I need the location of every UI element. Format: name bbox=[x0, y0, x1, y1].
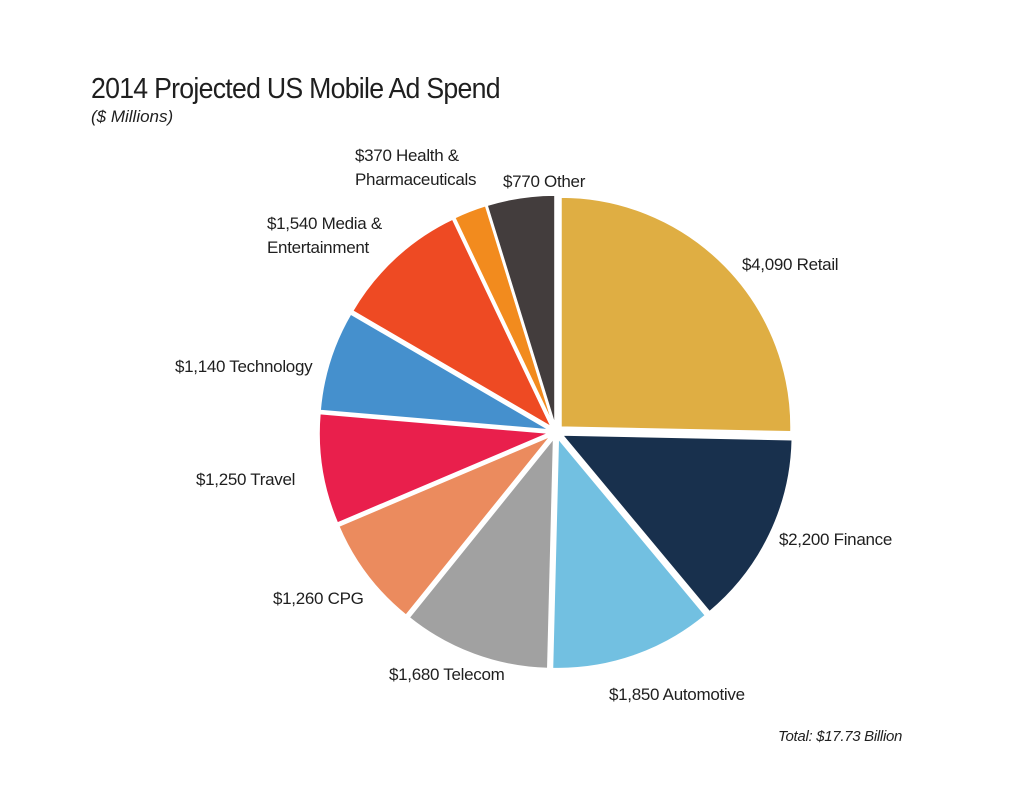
label-health-pharmaceuticals-line-2: Pharmaceuticals bbox=[355, 170, 477, 189]
pie-slice-travel bbox=[318, 412, 550, 524]
pie-slice-retail bbox=[560, 196, 792, 433]
label-media-entertainment-line-2: Entertainment bbox=[267, 238, 369, 257]
pie-slice-other bbox=[486, 194, 556, 426]
total-note: Total: $17.73 Billion bbox=[778, 728, 903, 745]
label-health-pharmaceuticals-line-1: $370 Health & bbox=[355, 146, 459, 165]
label-health-pharmaceuticals: $370 Health & Pharmaceuticals bbox=[355, 144, 476, 192]
pie-slice-health-pharmaceuticals bbox=[454, 204, 555, 427]
label-media-entertainment-line-1: $1,540 Media & bbox=[267, 214, 382, 233]
pie-slice-finance bbox=[561, 434, 794, 613]
pie-slice-media-entertainment bbox=[351, 218, 553, 428]
label-travel: $1,250 Travel bbox=[196, 470, 296, 489]
label-technology: $1,140 Technology bbox=[175, 357, 313, 376]
label-finance: $2,200 Finance bbox=[779, 530, 892, 549]
chart-title: 2014 Projected US Mobile Ad Spend bbox=[91, 73, 501, 105]
label-automotive: $1,850 Automotive bbox=[609, 685, 745, 704]
label-cpg: $1,260 CPG bbox=[273, 589, 364, 608]
label-retail: $4,090 Retail bbox=[742, 255, 839, 274]
label-telecom: $1,680 Telecom bbox=[389, 665, 505, 684]
pie-slice-telecom bbox=[408, 437, 555, 670]
chart-subtitle: ($ Millions) bbox=[91, 107, 174, 126]
label-other: $770 Other bbox=[503, 172, 586, 191]
pie-slice-cpg bbox=[337, 435, 552, 616]
label-media-entertainment: $1,540 Media & Entertainment bbox=[267, 212, 382, 260]
pie-slice-technology bbox=[319, 313, 551, 431]
pie-slice-automotive bbox=[551, 437, 707, 670]
